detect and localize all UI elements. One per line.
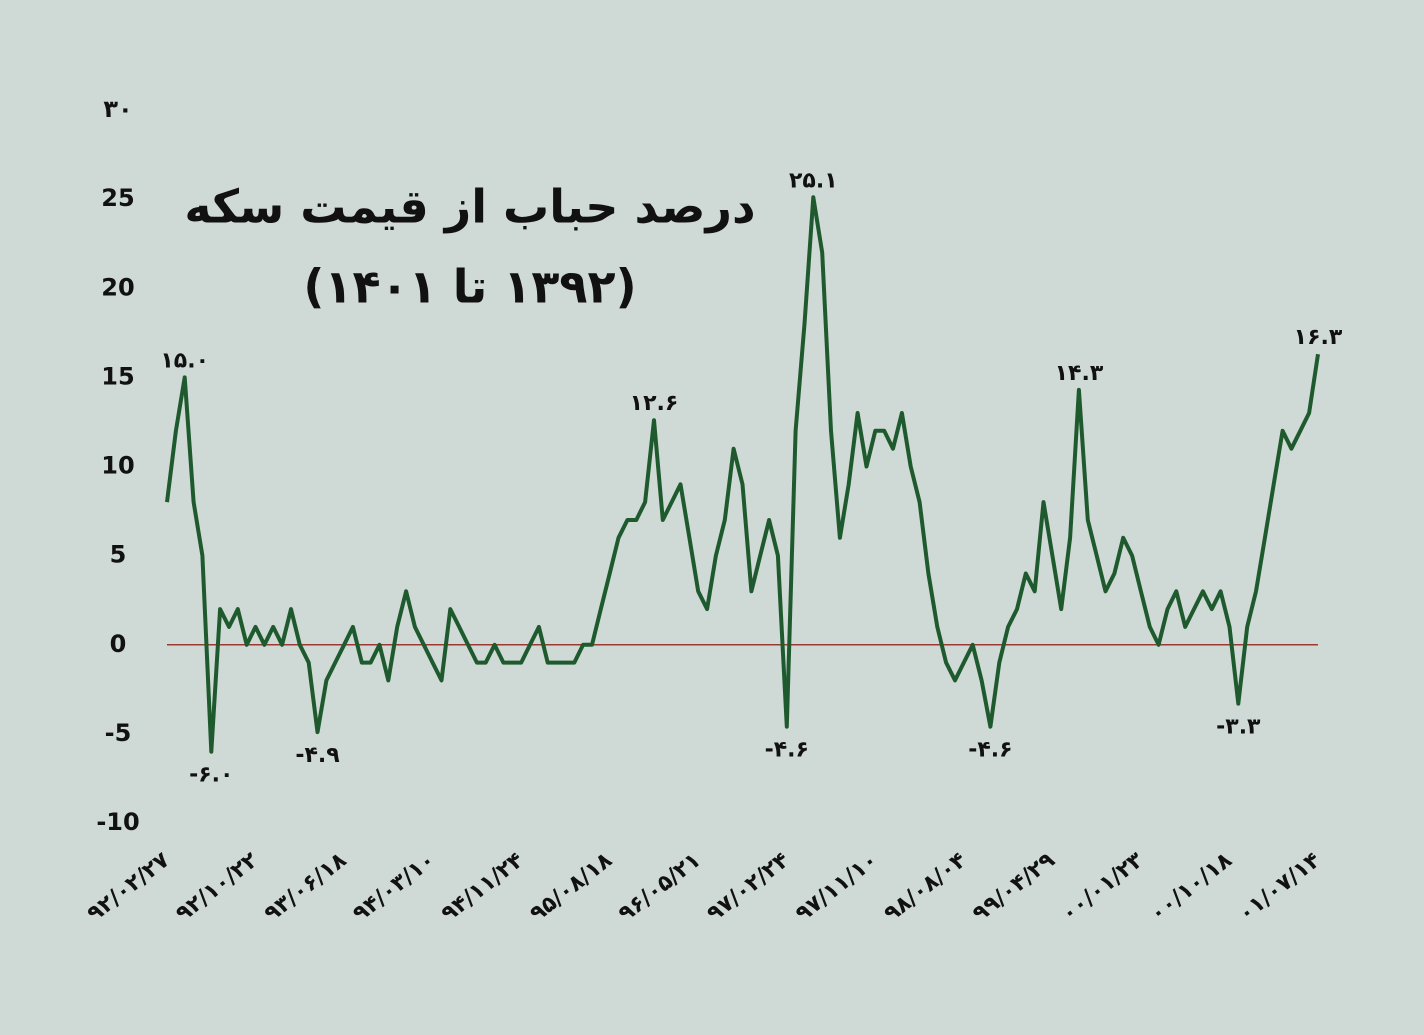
data-label: ۱۴.۳	[1055, 361, 1104, 386]
y-tick-label: ۳۰	[103, 95, 132, 123]
chart-subtitle: (۱۳۹۲ تا ۱۴۰۱)	[303, 260, 636, 314]
y-tick-label: 20	[101, 273, 134, 301]
data-label: -۴.۶	[968, 738, 1012, 763]
y-tick-label: -5	[105, 719, 132, 747]
data-label: -۴.۹	[295, 743, 339, 768]
y-tick-label: 25	[101, 184, 134, 212]
data-line	[165, 195, 1320, 754]
y-tick-label: 10	[101, 452, 134, 480]
data-label: -۴.۶	[765, 738, 809, 763]
data-label: -۶.۰	[189, 763, 233, 788]
chart-title: درصد حباب از قیمت سکه	[184, 180, 755, 234]
data-label: ۲۵.۱	[789, 168, 838, 193]
y-tick-label: 5	[110, 541, 127, 569]
data-label: ۱۶.۳	[1294, 325, 1343, 350]
y-tick-label: -10	[96, 808, 139, 836]
y-tick-label: 0	[110, 630, 127, 658]
y-tick-label: 15	[101, 362, 134, 390]
data-label: -۳.۳	[1216, 715, 1261, 740]
data-label: ۱۲.۶	[630, 391, 679, 416]
data-label: ۱۵.۰	[160, 348, 209, 373]
